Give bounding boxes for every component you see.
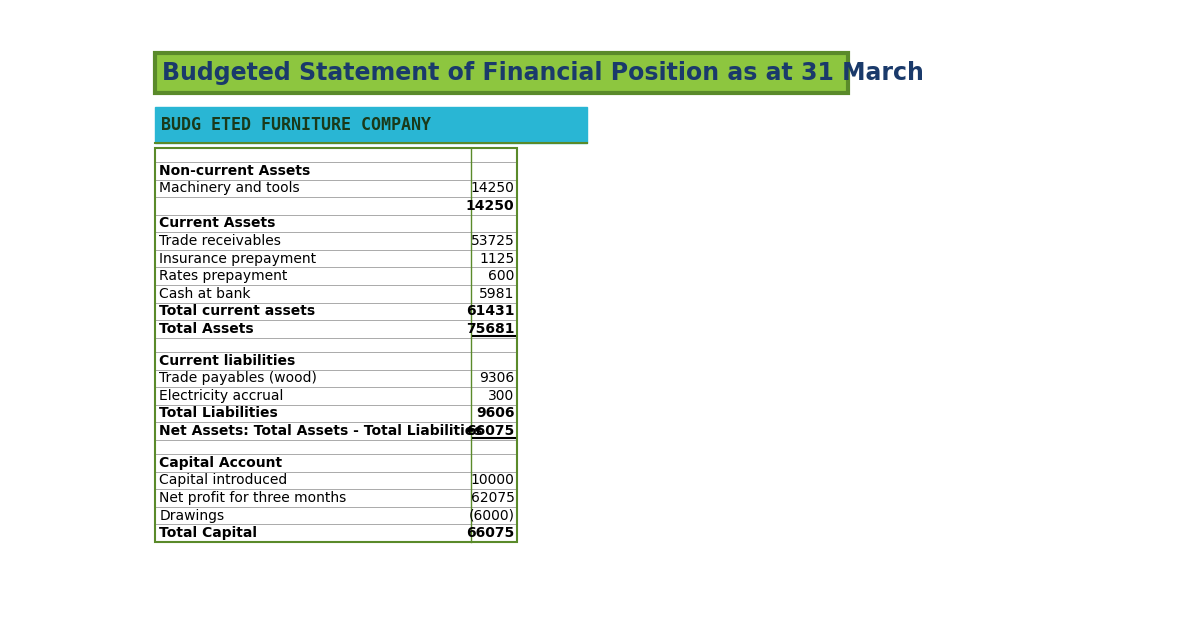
Text: 1125: 1125 (479, 252, 515, 265)
Text: 5981: 5981 (479, 287, 515, 300)
Text: 61431: 61431 (466, 304, 515, 318)
Text: 75681: 75681 (466, 322, 515, 336)
Text: Current Assets: Current Assets (160, 217, 276, 231)
Text: 66075: 66075 (467, 424, 515, 438)
Text: 14250: 14250 (470, 181, 515, 196)
Text: Current liabilities: Current liabilities (160, 354, 295, 368)
Text: 10000: 10000 (470, 473, 515, 487)
Text: Net Assets: Total Assets - Total Liabilities: Net Assets: Total Assets - Total Liabili… (160, 424, 482, 438)
Text: Non-current Assets: Non-current Assets (160, 164, 311, 178)
Text: 62075: 62075 (470, 491, 515, 505)
Text: Cash at bank: Cash at bank (160, 287, 251, 300)
Text: BUDG ETED FURNITURE COMPANY: BUDG ETED FURNITURE COMPANY (161, 116, 431, 134)
Text: Rates prepayment: Rates prepayment (160, 269, 288, 283)
Bar (155, 107, 587, 143)
Text: Capital Account: Capital Account (160, 456, 282, 470)
Text: Net profit for three months: Net profit for three months (160, 491, 347, 505)
Bar (155, 52, 847, 93)
Text: Total Assets: Total Assets (160, 322, 254, 336)
Text: Trade receivables: Trade receivables (160, 234, 281, 248)
Bar (155, 52, 847, 93)
Text: 14250: 14250 (466, 199, 515, 213)
Text: Electricity accrual: Electricity accrual (160, 389, 283, 403)
Text: 300: 300 (488, 389, 515, 403)
Text: Budgeted Statement of Financial Position as at 31 March: Budgeted Statement of Financial Position… (162, 61, 924, 85)
Text: Machinery and tools: Machinery and tools (160, 181, 300, 196)
Text: Capital introduced: Capital introduced (160, 473, 288, 487)
Text: Drawings: Drawings (160, 508, 224, 523)
Text: 66075: 66075 (467, 526, 515, 540)
Text: Total Capital: Total Capital (160, 526, 257, 540)
Text: Trade payables (wood): Trade payables (wood) (160, 371, 317, 386)
Text: 9606: 9606 (476, 407, 515, 421)
Text: 600: 600 (488, 269, 515, 283)
Text: Total Liabilities: Total Liabilities (160, 407, 278, 421)
Text: (6000): (6000) (468, 508, 515, 523)
Bar (155, 147, 517, 542)
Text: 9306: 9306 (479, 371, 515, 386)
Text: Insurance prepayment: Insurance prepayment (160, 252, 317, 265)
Text: Total current assets: Total current assets (160, 304, 316, 318)
Text: 53725: 53725 (470, 234, 515, 248)
